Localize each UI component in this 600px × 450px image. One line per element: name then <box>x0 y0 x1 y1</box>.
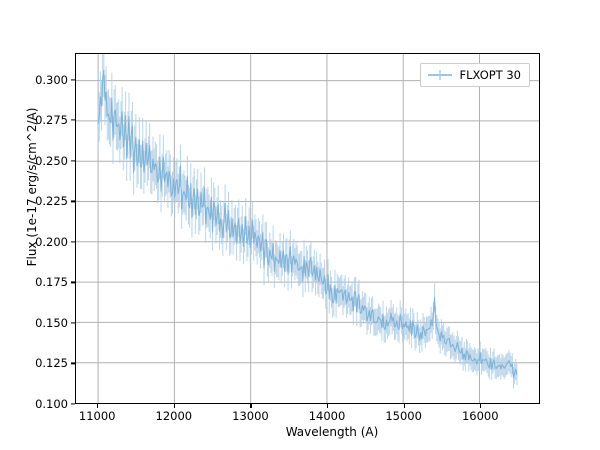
y-axis-tick-labels: 0.100 0.125 0.150 0.175 0.200 0.225 0.250 0.275… <box>0 0 68 450</box>
y-tick-mark-8 <box>71 79 75 81</box>
y-tick-label-8: 0.300 <box>35 72 68 87</box>
x-tick-mark-5 <box>480 404 482 408</box>
y-tick-label-4: 0.200 <box>35 234 68 249</box>
x-tick-label-4: 15000 <box>385 409 422 423</box>
x-axis-tick-labels: 11000 12000 13000 14000 15000 16000 <box>0 409 600 429</box>
x-tick-mark-2 <box>250 404 252 408</box>
x-tick-label-5: 16000 <box>461 409 499 423</box>
y-tick-mark-3 <box>71 281 75 283</box>
y-tick-label-7: 0.275 <box>35 113 68 128</box>
y-tick-label-2: 0.150 <box>35 315 68 330</box>
legend-label-0: FLXOPT 30 <box>459 68 521 82</box>
y-tick-mark-6 <box>71 160 75 162</box>
y-tick-mark-4 <box>71 241 75 243</box>
legend-box[interactable]: FLXOPT 30 <box>419 63 530 87</box>
error-bars <box>97 54 518 389</box>
y-tick-label-1: 0.125 <box>35 356 68 371</box>
y-tick-label-0: 0.100 <box>35 397 68 411</box>
errorbar-icon <box>427 70 452 80</box>
y-tick-label-5: 0.225 <box>35 194 68 209</box>
y-tick-mark-5 <box>71 200 75 202</box>
y-tick-mark-1 <box>71 362 75 365</box>
x-tick-mark-0 <box>97 404 99 408</box>
y-tick-label-6: 0.250 <box>35 153 68 168</box>
x-tick-mark-3 <box>327 404 329 408</box>
x-tick-label-0: 11000 <box>78 409 116 423</box>
x-tick-label-3: 14000 <box>308 409 346 423</box>
x-tick-label-1: 12000 <box>155 409 193 423</box>
y-tick-mark-0 <box>71 403 75 405</box>
y-axis-title: Flux (1e-17 erg/s/cm^2/A) <box>25 7 39 367</box>
y-axis-title-text: Flux (1e-17 erg/s/cm^2/A) <box>25 107 39 267</box>
x-tick-mark-4 <box>403 404 405 408</box>
x-axis-title: Wavelength (A) <box>0 425 600 439</box>
x-axis-title-text: Wavelength (A) <box>285 425 379 439</box>
plot-area: FLXOPT 30 <box>75 53 540 404</box>
y-tick-label-3: 0.175 <box>35 275 68 290</box>
spectrum-plot-svg <box>76 54 539 403</box>
x-tick-label-2: 13000 <box>232 409 269 423</box>
y-tick-mark-7 <box>71 119 75 121</box>
y-tick-mark-2 <box>71 322 75 324</box>
spectrum-line <box>97 69 518 379</box>
x-tick-mark-1 <box>173 404 175 408</box>
